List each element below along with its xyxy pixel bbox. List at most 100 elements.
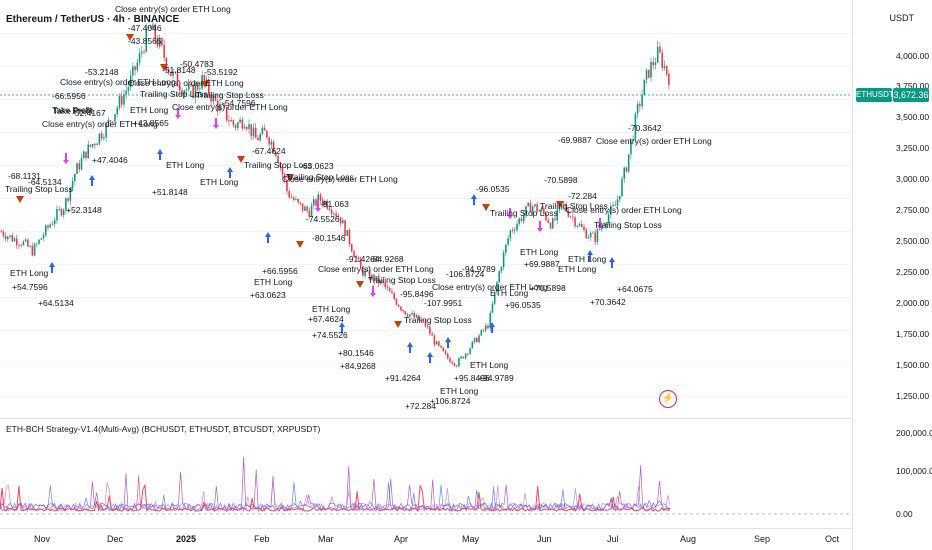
candle-body: [42, 235, 45, 239]
trade-annotation: Close entry(s) order ETH Long: [432, 282, 548, 292]
indicator-chart[interactable]: [0, 0, 852, 528]
stop-loss-marker: [126, 34, 134, 41]
candle-body: [261, 127, 264, 135]
candle-body: [518, 218, 521, 224]
candle-body: [355, 256, 357, 258]
time-axis[interactable]: Nov Dec 2025 Feb Mar Apr May Jun Jul Aug…: [0, 528, 852, 550]
candle-body: [527, 202, 529, 207]
trade-annotation: +64.5134: [38, 298, 74, 308]
candle-body: [496, 282, 498, 292]
candle-body: [636, 104, 639, 114]
trade-annotation: +43.8565: [133, 118, 169, 128]
pane-divider[interactable]: [0, 418, 852, 419]
candle-body: [288, 191, 290, 198]
candle-body: [295, 199, 297, 200]
candle-body: [453, 363, 456, 366]
candle-body: [473, 338, 476, 342]
candle-body: [304, 206, 306, 211]
candle-body: [388, 287, 391, 292]
long-entry-arrow: [427, 352, 433, 363]
time-tick: Jul: [607, 534, 619, 544]
trade-annotation: -50.4783: [180, 59, 214, 69]
candle-body: [223, 104, 226, 108]
candle-body: [337, 216, 340, 218]
stop-loss-marker: [16, 196, 24, 203]
trade-annotation: -64.5134: [28, 177, 62, 187]
candle-body: [250, 124, 253, 137]
candle-body: [120, 96, 123, 105]
exit-marker: [370, 286, 376, 297]
candle-body: [346, 230, 349, 236]
candle-body: [567, 211, 570, 217]
candle-body: [540, 208, 543, 211]
price-chart[interactable]: Close entry(s) order ETH Long Trailing St…: [0, 0, 852, 418]
trade-annotation: -74.5526: [306, 214, 340, 224]
candle-body: [33, 244, 36, 256]
candle-body: [306, 206, 308, 211]
exit-marker: [175, 108, 181, 119]
stop-loss-marker: [556, 201, 564, 208]
indicator-tick: 200,000.00: [896, 428, 932, 438]
long-entry-arrow: [339, 322, 345, 333]
candle-body: [576, 226, 579, 227]
trade-annotation: -72.284: [568, 191, 597, 201]
candle-body: [299, 202, 302, 204]
trade-annotation: +52.3148: [66, 205, 102, 215]
candle-body: [324, 200, 326, 205]
trade-annotation: -68.1131: [8, 171, 41, 181]
candle-body: [205, 79, 208, 82]
candle-body: [165, 57, 168, 70]
price-tick: 2,500.00: [896, 236, 930, 246]
candle-body: [319, 194, 322, 201]
price-tick: 3,000.00: [896, 174, 930, 184]
candle-body: [246, 127, 248, 129]
candle-body: [484, 325, 487, 331]
candle-body: [125, 90, 127, 95]
candle-body: [333, 213, 335, 215]
trade-annotation: Trailing Stop Loss: [244, 160, 312, 170]
price-axis[interactable]: [852, 0, 932, 550]
chart-title[interactable]: Ethereum / TetherUS · 4h · BINANCE: [6, 14, 180, 25]
candle-body: [543, 208, 545, 214]
candle-body: [344, 220, 346, 236]
candle-body: [384, 282, 387, 287]
candle-body: [589, 232, 592, 238]
candle-body: [353, 251, 355, 257]
candle-body: [400, 306, 402, 311]
stop-loss-marker: [286, 174, 294, 181]
long-entry-arrow: [489, 322, 495, 333]
candle-body: [536, 204, 538, 212]
candle-body: [478, 335, 480, 343]
candle-body: [639, 104, 641, 107]
candle-body: [417, 315, 420, 321]
exit-marker: [537, 221, 543, 232]
indicator-title[interactable]: ETH-BCH Strategy-V1.4(Multi-Avg) (BCHUSD…: [6, 424, 321, 434]
candle-body: [502, 252, 505, 268]
candle-body: [74, 174, 76, 182]
candle-body: [357, 257, 360, 259]
candle-body: [183, 90, 186, 95]
candle-body: [574, 217, 576, 227]
candle-body: [565, 204, 567, 212]
candle-body: [509, 230, 512, 239]
candle-body: [547, 220, 550, 223]
candle-body: [190, 84, 192, 86]
candle-body: [270, 141, 273, 145]
candle-body: [420, 320, 422, 322]
candle-body: [192, 84, 194, 98]
candle-body: [158, 38, 161, 47]
candle-body: [368, 270, 371, 280]
candle-body: [560, 205, 563, 207]
stop-loss-marker: [482, 204, 490, 211]
trade-markers: [16, 34, 615, 363]
currency-label[interactable]: USDT: [889, 13, 915, 23]
candle-body: [460, 356, 462, 359]
trade-annotation: +47.4046: [92, 155, 128, 165]
price-tick: 1,500.00: [896, 360, 930, 370]
lightning-icon[interactable]: ⚡: [659, 390, 677, 408]
candle-body: [563, 204, 565, 206]
candle-body: [317, 194, 320, 206]
candle-body: [145, 27, 148, 52]
candle-body: [87, 144, 89, 159]
candle-body: [199, 88, 201, 90]
